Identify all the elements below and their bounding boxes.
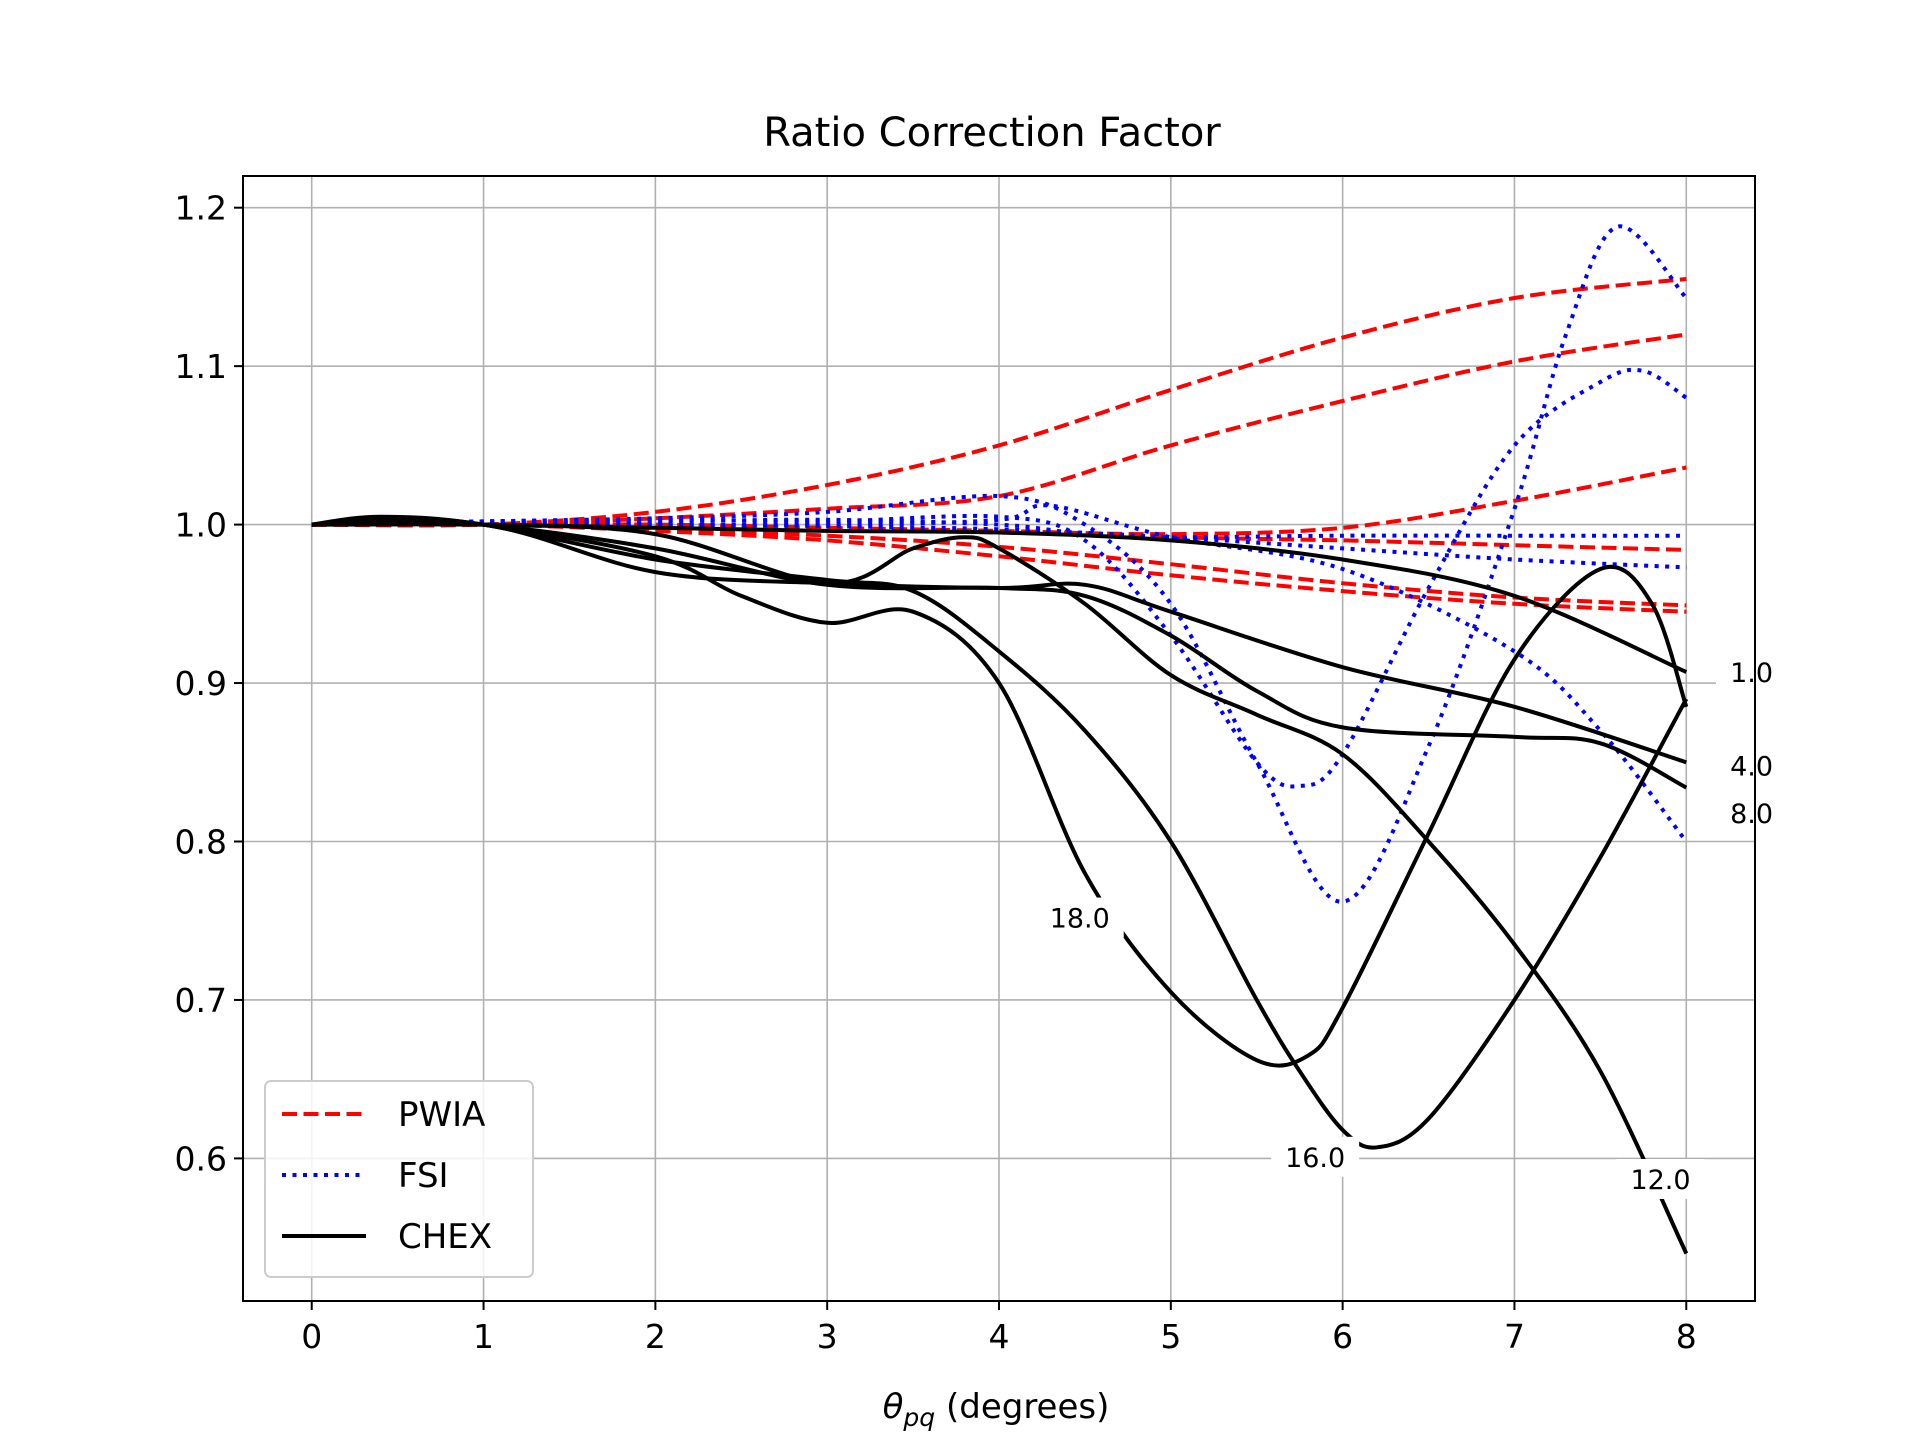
series-layer (311, 224, 1689, 1255)
contour-label: 8.0 (1730, 799, 1773, 830)
contour-labels: 1.0 4.0 8.0 12.0 16.0 18.0 (1035, 651, 1788, 1199)
x-tick-label: 5 (1160, 1317, 1181, 1356)
chart-title: Ratio Correction Factor (763, 110, 1221, 156)
plot-area: 1.0 4.0 8.0 12.0 16.0 18.0 (242, 175, 1788, 1302)
y-tick-label: 0.7 (175, 981, 227, 1020)
legend-label-fsi: FSI (398, 1156, 449, 1196)
x-axis-label: θpq (degrees) (883, 1387, 1110, 1432)
y-tick-label: 0.6 (175, 1139, 227, 1178)
contour-label-bg (1035, 897, 1124, 938)
y-axis-ticks: 0.6 0.7 0.8 0.9 1.0 1.1 1.2 (175, 189, 243, 1178)
y-tick-label: 1.1 (175, 347, 227, 386)
x-tick-label: 8 (1676, 1317, 1697, 1356)
chex-series-line-4 (311, 514, 1689, 1150)
fsi-series-line-4 (311, 503, 1688, 843)
x-tick-label: 0 (301, 1317, 322, 1356)
y-tick-label: 1.2 (175, 189, 227, 228)
x-tick-label: 6 (1332, 1317, 1353, 1356)
legend: PWIA FSI CHEX (264, 1080, 534, 1278)
contour-label: 18.0 (1050, 904, 1110, 935)
chex-series-line-1 (311, 519, 1687, 765)
contour-label-bg (1716, 745, 1788, 786)
contour-label-bg (1271, 1136, 1360, 1177)
contour-label: 16.0 (1285, 1143, 1345, 1174)
legend-box (264, 1080, 534, 1278)
contour-label: 12.0 (1630, 1165, 1690, 1196)
y-tick-label: 0.9 (175, 664, 227, 703)
x-axis-label-unit: (degrees) (935, 1387, 1109, 1427)
x-tick-label: 4 (989, 1317, 1010, 1356)
x-tick-label: 2 (645, 1317, 666, 1356)
contour-label-bg (1616, 1158, 1705, 1199)
contour-label: 1.0 (1730, 658, 1773, 689)
legend-label-chex: CHEX (398, 1217, 492, 1257)
y-tick-label: 0.8 (175, 822, 227, 861)
contour-label-bg (1716, 792, 1788, 833)
y-tick-label: 1.0 (175, 506, 227, 545)
x-axis-label-symbol: θ (883, 1387, 904, 1427)
x-axis-ticks: 0 1 2 3 4 5 6 7 8 (301, 1301, 1697, 1356)
legend-label-pwia: PWIA (398, 1095, 485, 1135)
x-tick-label: 3 (817, 1317, 838, 1356)
contour-label: 4.0 (1730, 751, 1773, 782)
chex-series-line-3 (311, 521, 1689, 1255)
x-tick-label: 1 (473, 1317, 494, 1356)
x-tick-label: 7 (1504, 1317, 1525, 1356)
contour-label-bg (1716, 651, 1788, 692)
x-axis-label-subscript: pq (902, 1403, 935, 1432)
